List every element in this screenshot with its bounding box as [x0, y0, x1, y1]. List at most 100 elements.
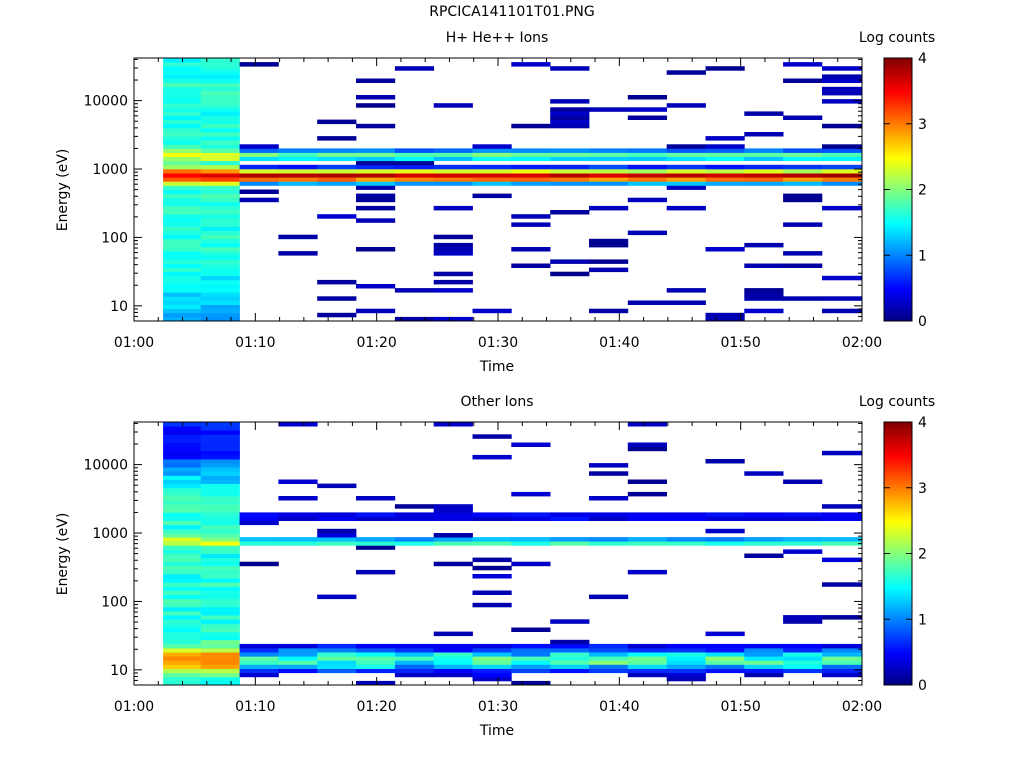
heatmap-cell	[163, 127, 202, 133]
heatmap-cell	[163, 553, 202, 558]
heatmap-cell	[200, 467, 240, 472]
heatmap-cell	[163, 263, 202, 268]
heatmap-cell	[433, 173, 473, 178]
heatmap-cell	[200, 668, 240, 674]
heatmap-cell	[627, 107, 667, 112]
colorbar-label: Log counts	[859, 30, 935, 46]
heatmap-cell	[163, 152, 202, 157]
heatmap-cell	[200, 504, 240, 509]
heatmap-cell	[163, 578, 202, 583]
heatmap-cell	[163, 533, 202, 538]
heatmap-cell	[433, 533, 473, 538]
heatmap-cell	[200, 127, 240, 133]
heatmap-cell	[589, 471, 629, 476]
heatmap-cell	[550, 181, 590, 186]
heatmap-cell	[822, 541, 863, 546]
heatmap-cell	[433, 164, 473, 170]
heatmap-cell	[589, 181, 629, 186]
heatmap-cell	[163, 504, 202, 509]
heatmap-cell	[356, 668, 396, 674]
heatmap-cell	[278, 177, 318, 182]
heatmap-cell	[783, 181, 823, 186]
heatmap-cell	[589, 205, 629, 211]
heatmap-cell	[511, 541, 551, 546]
heatmap-cell	[317, 648, 357, 653]
heatmap-cell	[394, 643, 435, 649]
heatmap-cell	[433, 103, 473, 108]
heatmap-cell	[394, 66, 435, 71]
heatmap-cell	[433, 234, 473, 240]
heatmap-cell	[239, 660, 279, 665]
heatmap-cell	[163, 648, 202, 653]
heatmap-cell	[472, 574, 512, 579]
heatmap-cell	[511, 247, 551, 252]
heatmap-cell	[356, 247, 396, 252]
heatmap-cell	[511, 656, 551, 661]
panel-hplus-heplus: H+ He++ Ions 01:00 01:10 01:20 01:30 01:40 01…	[55, 30, 935, 375]
heatmap-cell	[472, 148, 512, 153]
x-tick-label: 01:10	[235, 699, 275, 715]
heatmap-cell	[356, 664, 396, 669]
heatmap-cell	[200, 312, 240, 318]
heatmap-cell	[200, 648, 240, 653]
heatmap-cell	[278, 164, 318, 170]
heatmap-cell	[394, 668, 435, 674]
heatmap-cell	[200, 491, 240, 497]
heatmap-cell	[666, 656, 706, 661]
heatmap-cell	[589, 496, 629, 501]
heatmap-cell	[705, 537, 745, 542]
heatmap-cell	[278, 251, 318, 256]
heatmap-cell	[744, 643, 784, 649]
heatmap-cell	[433, 656, 473, 661]
heatmap-cell	[666, 181, 706, 186]
heatmap-cell	[356, 660, 396, 665]
heatmap-cell	[550, 656, 590, 661]
heatmap-cell	[511, 123, 551, 129]
heatmap-cell	[239, 516, 279, 521]
heatmap-cell	[200, 520, 240, 526]
heatmap-cell	[472, 602, 512, 608]
colorbar-tick-label: 3	[918, 481, 927, 497]
heatmap-cell	[627, 177, 667, 182]
heatmap-cell	[783, 652, 823, 657]
heatmap-cell	[163, 537, 202, 542]
heatmap-cell	[200, 508, 240, 513]
heatmap-cell	[705, 652, 745, 657]
heatmap-cell	[317, 512, 357, 517]
heatmap-cell	[433, 316, 473, 322]
heatmap-cell	[783, 156, 823, 162]
heatmap-cell	[317, 312, 357, 318]
heatmap-cell	[550, 660, 590, 665]
x-tick-label: 02:00	[842, 699, 882, 715]
heatmap-cell	[163, 496, 202, 501]
heatmap-cell	[744, 648, 784, 653]
heatmap-cell	[744, 263, 784, 268]
heatmap-cell	[200, 557, 240, 563]
heatmap-cell	[239, 643, 279, 649]
heatmap-cell	[356, 78, 396, 83]
heatmap-cell	[433, 541, 473, 546]
heatmap-cell	[239, 561, 279, 567]
heatmap-cell	[317, 594, 357, 600]
heatmap-cell	[394, 288, 435, 293]
heatmap-cell	[278, 181, 318, 186]
heatmap-cell	[744, 292, 784, 297]
heatmap-cell	[200, 598, 240, 604]
heatmap-cell	[511, 643, 551, 649]
x-tick-label: 01:30	[478, 335, 518, 351]
heatmap-cell	[627, 516, 667, 521]
heatmap-cell	[666, 660, 706, 665]
heatmap-cell	[822, 643, 863, 649]
heatmap-cell	[705, 656, 745, 661]
heatmap-cell	[317, 152, 357, 157]
heatmap-cell	[163, 173, 202, 178]
heatmap-cell	[744, 164, 784, 170]
heatmap-cell	[163, 90, 202, 96]
heatmap-cell	[317, 214, 357, 219]
heatmap-cell	[163, 86, 202, 92]
heatmap-cell	[239, 668, 279, 674]
heatmap-cell	[783, 263, 823, 268]
heatmap-cell	[163, 148, 202, 153]
heatmap-cell	[356, 177, 396, 182]
heatmap-cell	[744, 308, 784, 314]
